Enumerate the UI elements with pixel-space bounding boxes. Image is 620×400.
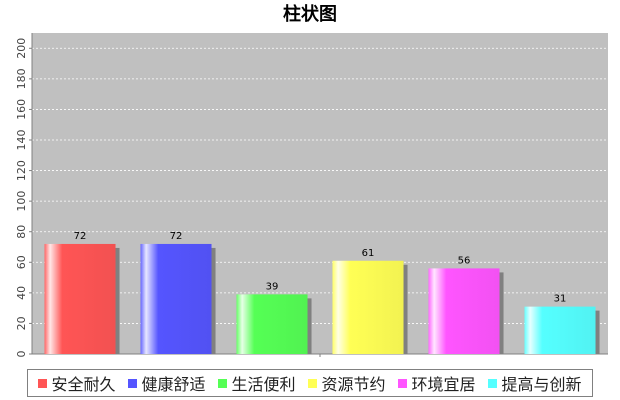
bar-安全耐久[interactable] [44, 243, 116, 354]
y-tick-label: 40 [15, 286, 28, 300]
plot-area [32, 33, 608, 354]
legend-item: 资源节约 [308, 371, 386, 395]
legend-swatch [398, 378, 408, 388]
legend-item: 生活便利 [218, 371, 296, 395]
bar-环境宜居[interactable] [428, 268, 500, 354]
y-tick-label: 140 [15, 130, 28, 151]
legend-label: 健康舒适 [141, 375, 206, 394]
legend-label: 环境宜居 [411, 375, 476, 394]
legend-item: 环境宜居 [398, 371, 476, 395]
legend-label: 资源节约 [321, 375, 386, 394]
data-label: 39 [266, 281, 279, 292]
chart-legend: 安全耐久 健康舒适 生活便利 资源节约 环境宜居 提高与创新 [27, 369, 593, 397]
bar-资源节约[interactable] [332, 260, 404, 354]
legend-swatch [218, 378, 228, 388]
data-label: 72 [170, 231, 183, 242]
legend-item: 安全耐久 [38, 371, 116, 395]
y-tick-label: 180 [15, 68, 28, 89]
legend-swatch [308, 378, 318, 388]
legend-swatch [488, 378, 498, 388]
y-tick-label: 120 [15, 160, 28, 181]
legend-label: 生活便利 [231, 375, 296, 394]
data-label: 56 [458, 255, 471, 266]
legend-item: 提高与创新 [488, 371, 582, 395]
y-tick-label: 100 [15, 191, 28, 212]
legend-swatch [128, 378, 138, 388]
data-label: 61 [362, 248, 375, 259]
bar-生活便利[interactable] [236, 294, 308, 354]
bar-提高与创新[interactable] [524, 306, 596, 354]
y-tick-label: 200 [15, 38, 28, 59]
y-tick-label: 0 [15, 351, 28, 358]
y-tick-label: 20 [15, 316, 28, 330]
y-tick-label: 60 [15, 255, 28, 269]
chart-title: 柱状图 [283, 3, 337, 25]
data-label: 31 [554, 294, 567, 305]
legend-item: 健康舒适 [128, 371, 206, 395]
y-tick-label: 160 [15, 99, 28, 120]
legend-label: 安全耐久 [51, 375, 116, 394]
bar-健康舒适[interactable] [140, 243, 212, 354]
data-label: 72 [74, 231, 87, 242]
legend-swatch [38, 378, 48, 388]
legend-label: 提高与创新 [501, 375, 582, 394]
y-tick-label: 80 [15, 225, 28, 239]
